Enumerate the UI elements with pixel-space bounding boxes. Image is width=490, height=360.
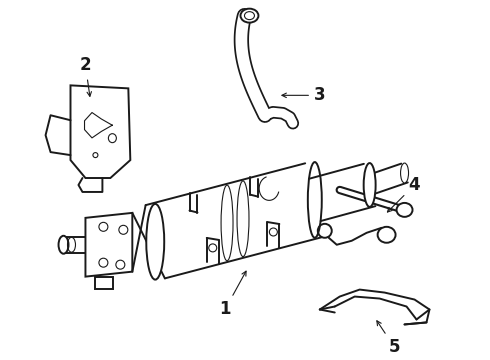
Ellipse shape	[318, 224, 332, 238]
Ellipse shape	[396, 203, 413, 217]
Text: 2: 2	[80, 57, 92, 96]
Polygon shape	[96, 276, 113, 289]
Ellipse shape	[241, 9, 258, 23]
Text: 4: 4	[388, 176, 420, 212]
Ellipse shape	[99, 258, 108, 267]
Ellipse shape	[99, 222, 108, 231]
Ellipse shape	[58, 236, 69, 254]
Ellipse shape	[209, 244, 217, 252]
Ellipse shape	[119, 225, 128, 234]
Text: 3: 3	[282, 86, 325, 104]
Ellipse shape	[147, 204, 164, 280]
Ellipse shape	[364, 163, 376, 207]
Ellipse shape	[93, 153, 98, 158]
Polygon shape	[71, 85, 130, 178]
Ellipse shape	[400, 163, 409, 183]
Text: 5: 5	[377, 321, 400, 356]
Polygon shape	[85, 213, 132, 276]
Ellipse shape	[116, 260, 125, 269]
Ellipse shape	[270, 228, 277, 236]
Ellipse shape	[378, 227, 395, 243]
Text: 1: 1	[220, 271, 246, 319]
Ellipse shape	[108, 134, 116, 143]
